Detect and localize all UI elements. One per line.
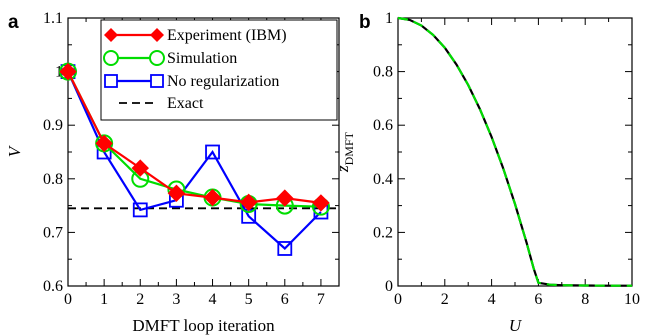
legend-label: No regularization (167, 73, 279, 90)
legend-label: Experiment (IBM) (167, 27, 287, 44)
data-point (131, 159, 149, 177)
panel-b-series (397, 16, 632, 287)
x-tick-label: 1 (100, 291, 108, 308)
x-tick-label: 7 (317, 291, 325, 308)
data-point (203, 188, 222, 207)
data-point (239, 193, 258, 212)
y-tick-label: 0.8 (43, 171, 63, 188)
legend-marker (150, 28, 164, 42)
data-point (205, 144, 220, 160)
x-tick-label: 0 (64, 291, 72, 308)
y-tick-label: 0.9 (43, 117, 63, 134)
legend-marker (104, 28, 118, 42)
legend-marker (149, 50, 165, 66)
data-point (276, 189, 294, 207)
y-tick-label: 0.6 (43, 278, 63, 295)
y-tick-label: 1 (55, 64, 63, 81)
series-line-solid-0 (397, 16, 632, 287)
y-tick-label: 0.7 (43, 224, 63, 241)
y-tick-label: 0.2 (373, 224, 393, 241)
panel-b-y-axis-label-main: z (333, 165, 352, 173)
panel-b: b 0 2 4 6 8 10 0 0.2 0.4 0.6 0.8 1 U zDMFT (333, 10, 640, 335)
x-tick-label: 2 (441, 291, 449, 308)
panel-a-x-axis-label: DMFT loop iteration (132, 316, 275, 335)
panel-a-legend: Experiment (IBM) Simulation No regularizat… (100, 19, 338, 121)
series-line-dashed-1 (397, 16, 632, 287)
panel-b-letter: b (359, 12, 371, 33)
panel-b-y-axis-label: zDMFT (333, 131, 356, 173)
panel-b-x-axis-label: U (509, 316, 523, 335)
x-tick-label: 6 (534, 291, 542, 308)
data-point (95, 134, 113, 153)
panel-a: a 0 1 2 3 4 5 6 7 0.6 0.7 0.8 0.9 1 1.1 DMFT loop ite… (5, 10, 340, 335)
data-point (277, 241, 293, 256)
x-tick-label: 4 (209, 291, 217, 308)
panel-b-y-axis-label-sub: DMFT (342, 131, 356, 165)
x-tick-label: 4 (488, 291, 496, 308)
y-tick-label: 1 (385, 10, 393, 27)
y-tick-label: 0.6 (373, 117, 393, 134)
x-tick-label: 0 (394, 291, 402, 308)
panel-a-letter: a (8, 12, 19, 33)
panel-a-y-axis-label: V (5, 144, 24, 157)
y-tick-label: 0 (385, 278, 393, 295)
y-tick-label: 0.8 (373, 64, 393, 81)
legend-marker (103, 50, 119, 66)
x-tick-label: 3 (172, 291, 180, 308)
panel-b-frame (397, 17, 633, 287)
panel-b-ticks: 0 2 4 6 8 10 0 0.2 0.4 0.6 0.8 1 (373, 10, 640, 308)
data-point (167, 184, 186, 202)
legend-marker (150, 74, 164, 88)
legend-label: Simulation (167, 50, 237, 67)
legend-marker (104, 74, 118, 88)
x-tick-label: 8 (581, 291, 589, 308)
x-tick-label: 6 (281, 291, 289, 308)
legend-box (100, 19, 338, 121)
data-point (312, 194, 330, 212)
x-tick-label: 5 (245, 291, 253, 308)
data-point (132, 202, 148, 218)
y-tick-label: 0.4 (373, 171, 393, 188)
y-tick-label: 1.1 (43, 10, 63, 27)
x-tick-label: 2 (136, 291, 144, 308)
data-point (59, 62, 77, 81)
x-tick-label: 10 (624, 291, 640, 308)
legend-label: Exact (167, 95, 204, 112)
panel-a-series (59, 62, 339, 256)
